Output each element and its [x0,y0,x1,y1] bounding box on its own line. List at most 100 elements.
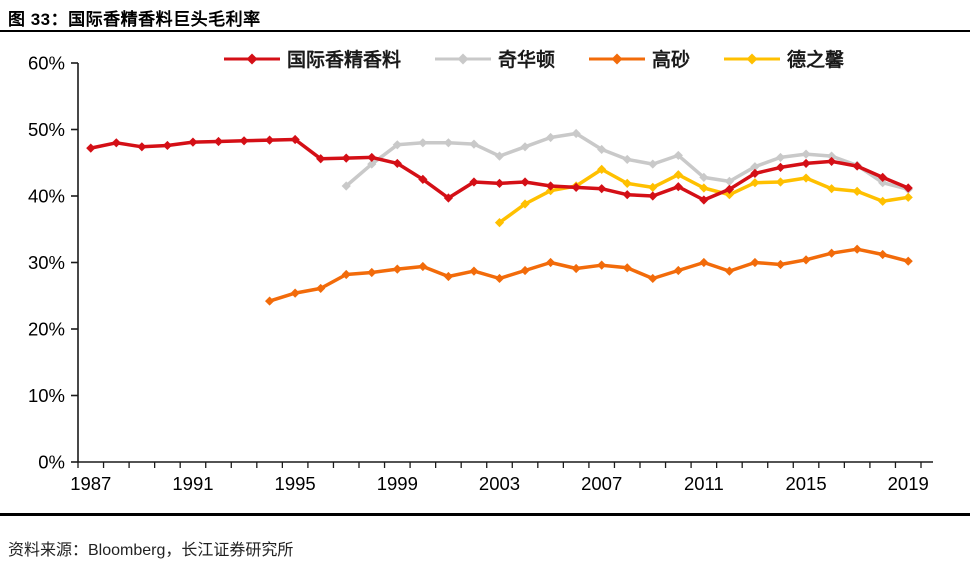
legend-swatch-icon [435,53,492,64]
data-point-marker [111,138,121,148]
data-point-marker [878,249,888,260]
legend-item-3: 高砂 [589,45,690,72]
data-point-marker [494,218,505,228]
data-point-marker [597,164,607,174]
data-point-marker [469,177,479,187]
data-point-marker [852,186,862,196]
data-point-marker [673,170,683,180]
series-高砂 [264,244,913,306]
legend-item-4: 德之馨 [724,45,844,72]
data-point-marker [341,181,351,191]
data-point-marker [290,288,300,298]
data-point-marker [443,138,454,148]
figure-title: 图 33：国际香精香料巨头毛利率 [8,10,261,29]
series-国际香精香料 [86,134,913,205]
data-point-marker [673,150,683,161]
data-point-marker [648,191,658,201]
data-point-marker [290,134,300,145]
data-point-marker [469,266,479,276]
data-point-marker [775,152,786,163]
data-point-marker [826,151,837,161]
data-point-marker [545,186,556,196]
data-point-marker [443,271,454,282]
data-point-marker [494,273,505,284]
data-point-marker [878,196,888,206]
x-axis: 1987 1991 1995 1999 2003 2007 2011 2015 2019 [70,462,929,494]
data-point-marker [750,168,760,178]
data-point-marker [494,178,505,188]
data-point-marker [775,162,786,173]
data-point-marker [699,257,709,268]
data-point-marker [648,159,658,169]
data-point-marker [750,257,760,268]
data-point-marker [545,257,556,268]
data-point-marker [418,261,428,272]
x-tick-label: 1995 [275,473,316,494]
x-tick-label: 2011 [684,473,724,494]
data-point-marker [520,199,530,209]
data-point-marker [801,149,811,159]
data-point-marker [392,140,402,150]
data-point-marker [801,158,811,169]
data-point-marker [520,265,530,276]
data-point-marker [648,182,658,192]
data-point-marker [673,265,683,276]
data-point-marker [775,177,786,187]
data-point-marker [903,183,913,193]
data-point-marker [852,244,862,254]
data-point-marker [852,161,862,171]
x-tick-label: 2019 [888,473,929,494]
x-tick-label: 1987 [70,473,111,494]
footer-divider [0,513,970,516]
data-point-marker [878,178,888,188]
data-point-marker [392,158,402,169]
y-tick-label: 30% [28,252,65,273]
data-point-marker [545,132,556,143]
data-point-marker [775,259,786,270]
legend-label: 奇华顿 [498,50,556,71]
data-point-marker [213,136,224,147]
data-point-marker [673,182,683,192]
data-point-marker [622,190,632,200]
data-point-marker [597,144,607,155]
data-point-marker [648,273,658,284]
data-point-marker [520,177,530,187]
data-point-marker [750,162,760,172]
data-point-marker [571,128,581,139]
series-奇华顿 [341,128,913,194]
data-point-marker [239,136,249,146]
data-point-marker [520,142,530,152]
data-point-marker [724,266,735,276]
legend-label: 德之馨 [787,50,845,71]
data-point-marker [878,172,888,182]
data-point-marker [622,263,632,273]
y-tick-label: 60% [28,53,65,74]
data-point-marker [724,190,735,200]
data-point-marker [699,172,709,182]
y-tick-label: 0% [38,452,65,473]
data-point-marker [443,193,454,203]
data-point-marker [801,173,811,183]
x-tick-label: 2003 [479,473,520,494]
data-point-marker [494,151,505,161]
data-point-marker [137,142,147,152]
data-point-marker [264,135,275,145]
legend-swatch-icon [589,53,646,64]
x-tick-label: 1999 [377,473,418,494]
data-point-marker [162,140,173,151]
data-point-marker [699,195,709,205]
data-point-marker [264,296,275,306]
data-point-marker [86,143,96,153]
legend-swatch-icon [224,53,280,64]
data-point-marker [367,267,377,278]
data-point-marker [316,283,326,294]
data-point-marker [826,248,837,258]
data-point-marker [903,192,913,202]
legend-label: 国际香精香料 [287,50,402,71]
data-point-marker [826,184,837,194]
data-point-marker [418,174,428,184]
source-note: 资料来源：Bloomberg，长江证券研究所 [8,542,294,559]
data-point-marker [699,183,709,193]
y-axis: 0% 10% 20% 30% 40% 50% 60% [28,53,78,473]
data-point-marker [801,255,811,265]
